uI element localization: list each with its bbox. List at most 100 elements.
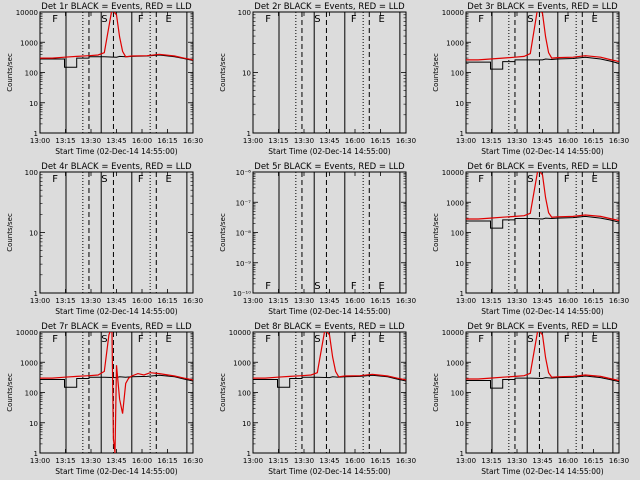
x-tick-label: 13:15 (268, 297, 288, 305)
x-tick-label: 13:15 (268, 457, 288, 465)
y-tick-label: 10000 (16, 329, 38, 337)
x-tick-label: 13:30 (294, 457, 314, 465)
series-lld-line (40, 332, 193, 453)
x-tick-label: 16:15 (370, 137, 390, 145)
x-tick-label: 16:30 (183, 457, 203, 465)
y-axis-label: Counts/sec (219, 53, 227, 92)
x-tick-label: 13:15 (55, 137, 75, 145)
y-tick-label: 100 (238, 390, 251, 398)
y-tick-label: 100 (451, 70, 464, 78)
interval-letter: S (314, 334, 320, 345)
x-tick-label: 16:15 (370, 457, 390, 465)
y-tick-label: 10000 (229, 329, 251, 337)
panel-det-3: Det 3r BLACK = Events, RED = LLD Counts/s… (432, 2, 629, 156)
x-tick-label: 16:00 (558, 137, 578, 145)
interval-letter: S (101, 14, 107, 25)
interval-letter: E (378, 14, 384, 25)
y-tick-label: 10⁻⁸ (236, 230, 252, 238)
x-tick-label: 13:45 (532, 297, 552, 305)
y-tick-label: 10⁻⁶ (236, 169, 252, 177)
x-tick-label: 16:30 (609, 137, 629, 145)
interval-letter: E (591, 14, 597, 25)
x-tick-label: 13:00 (30, 137, 50, 145)
panel-title: Det 9r BLACK = Events, RED = LLD (467, 322, 618, 332)
x-tick-label: 13:45 (532, 137, 552, 145)
interval-letter: F (138, 14, 144, 25)
y-tick-label: 100 (238, 9, 251, 17)
y-axis-label: Counts/sec (6, 373, 14, 412)
plot-frame (465, 331, 620, 454)
y-tick-label: 10 (455, 100, 464, 108)
x-axis-label: Start Time (02-Dec-14 14:55:00) (481, 147, 603, 156)
y-axis-label: Counts/sec (432, 213, 440, 252)
y-tick-label: 1 (247, 450, 251, 458)
series-events-line (466, 215, 619, 229)
y-tick-label: 1000 (20, 359, 38, 367)
panel-title: Det 4r BLACK = Events, RED = LLD (41, 162, 192, 172)
panel-title: Det 7r BLACK = Events, RED = LLD (41, 322, 192, 332)
x-tick-label: 13:15 (481, 457, 501, 465)
y-tick-label: 1000 (446, 359, 464, 367)
y-tick-label: 1 (460, 130, 464, 138)
x-tick-label: 13:00 (243, 457, 263, 465)
x-tick-label: 13:15 (55, 457, 75, 465)
x-axis-label: Start Time (02-Dec-14 14:55:00) (55, 467, 177, 476)
x-axis-label: Start Time (02-Dec-14 14:55:00) (481, 467, 603, 476)
x-tick-label: 16:30 (609, 297, 629, 305)
x-tick-label: 16:30 (396, 297, 416, 305)
interval-letter: F (478, 14, 484, 25)
x-tick-label: 13:30 (507, 297, 527, 305)
x-tick-label: 13:15 (55, 297, 75, 305)
series-lld-line (466, 12, 619, 63)
x-tick-label: 13:30 (81, 137, 101, 145)
interval-letter: S (314, 281, 320, 292)
y-tick-label: 10 (242, 70, 251, 78)
interval-letter: F (265, 334, 271, 345)
x-tick-label: 13:15 (481, 137, 501, 145)
x-tick-label: 13:45 (319, 457, 339, 465)
series-lld-line (466, 172, 619, 222)
y-tick-label: 100 (451, 230, 464, 238)
panel-det-4: Det 4r BLACK = Events, RED = LLD Counts/s… (6, 162, 203, 316)
x-tick-label: 13:00 (243, 297, 263, 305)
interval-letter: E (591, 334, 597, 345)
y-tick-label: 1 (34, 450, 38, 458)
panel-title: Det 2r BLACK = Events, RED = LLD (254, 2, 405, 12)
interval-letter: E (165, 14, 171, 25)
y-tick-label: 1000 (446, 39, 464, 47)
interval-letter: E (165, 174, 171, 185)
x-tick-label: 13:45 (319, 137, 339, 145)
x-tick-label: 16:00 (345, 457, 365, 465)
interval-letter: F (52, 334, 58, 345)
plot-frame (39, 171, 194, 294)
panel-det-1: Det 1r BLACK = Events, RED = LLD Counts/s… (6, 2, 203, 156)
interval-letter: F (351, 334, 357, 345)
x-tick-label: 16:15 (370, 297, 390, 305)
plot-frame (252, 171, 407, 294)
interval-letter: E (591, 174, 597, 185)
x-tick-label: 13:00 (456, 137, 476, 145)
interval-letter: S (101, 174, 107, 185)
x-tick-label: 13:15 (481, 297, 501, 305)
y-tick-label: 10 (242, 420, 251, 428)
x-axis-label: Start Time (02-Dec-14 14:55:00) (268, 147, 390, 156)
x-tick-label: 13:30 (294, 297, 314, 305)
x-tick-label: 16:00 (345, 137, 365, 145)
x-tick-label: 16:30 (396, 137, 416, 145)
x-tick-label: 16:30 (396, 457, 416, 465)
y-tick-label: 10 (455, 420, 464, 428)
interval-letter: S (527, 334, 533, 345)
series-events-line (253, 374, 406, 388)
y-axis-label: Counts/sec (219, 373, 227, 412)
y-tick-label: 10000 (442, 9, 464, 17)
x-tick-label: 13:00 (456, 297, 476, 305)
x-tick-label: 16:15 (157, 297, 177, 305)
panel-title: Det 5r BLACK = Events, RED = LLD (254, 162, 405, 172)
x-tick-label: 16:15 (157, 457, 177, 465)
series-lld-line (466, 332, 619, 382)
panel-det-2: Det 2r BLACK = Events, RED = LLD Counts/s… (219, 2, 416, 156)
interval-letter: F (138, 334, 144, 345)
y-tick-label: 10⁻⁷ (236, 199, 252, 207)
x-tick-label: 13:30 (507, 457, 527, 465)
